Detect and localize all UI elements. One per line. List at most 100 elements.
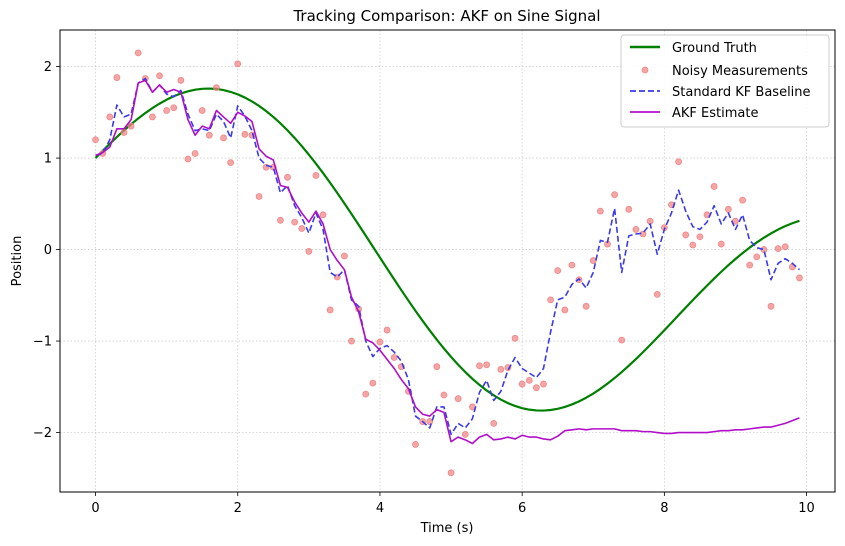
x-tick-label: 10 xyxy=(798,501,815,516)
legend-label-akf: AKF Estimate xyxy=(672,106,758,121)
series-layer xyxy=(92,49,803,477)
plot-frame xyxy=(59,29,836,493)
x-tick-label: 8 xyxy=(660,501,668,516)
akf-estimate-line xyxy=(95,79,800,445)
scatter-point xyxy=(92,136,99,144)
series-standard-kf-baseline xyxy=(95,77,800,436)
scatter-point xyxy=(746,261,754,269)
scatter-point xyxy=(277,216,284,224)
scatter-point xyxy=(461,430,469,438)
x-tick-label: 6 xyxy=(518,501,526,516)
scatter-point xyxy=(305,247,313,255)
scatter-point xyxy=(127,122,135,130)
scatter-point xyxy=(326,306,334,314)
legend-label-standard-kf: Standard KF Baseline xyxy=(672,85,811,100)
scatter-point xyxy=(753,253,761,261)
scatter-point xyxy=(255,193,263,200)
legend: Ground Truth Noisy Measurements Standard… xyxy=(620,34,830,128)
scatter-point xyxy=(739,196,746,204)
scatter-point xyxy=(298,225,306,232)
scatter-point xyxy=(340,252,348,260)
scatter-point xyxy=(554,267,562,275)
scatter-point xyxy=(284,173,291,181)
scatter-point xyxy=(369,379,377,387)
series-akf-estimate xyxy=(95,79,800,445)
scatter-point xyxy=(476,362,483,370)
scatter-point xyxy=(561,306,569,314)
scatter-point xyxy=(796,274,803,282)
scatter-point xyxy=(234,60,242,68)
scatter-point xyxy=(589,257,597,264)
scatter-point xyxy=(682,231,690,239)
chart-title: Tracking Comparison: AKF on Sine Signal xyxy=(292,7,600,25)
scatter-point xyxy=(433,363,441,371)
y-tick-label: 1 xyxy=(44,152,52,167)
x-tick-label: 4 xyxy=(376,501,384,516)
scatter-point xyxy=(625,205,633,213)
scatter-point xyxy=(447,469,455,477)
scatter-point xyxy=(675,158,682,166)
scatter-point xyxy=(376,338,384,346)
scatter-point xyxy=(525,376,533,384)
scatter-point xyxy=(618,336,626,344)
y-tick-label: 2 xyxy=(44,60,52,75)
x-tick-label: 2 xyxy=(234,501,242,516)
scatter-point xyxy=(596,207,604,215)
scatter-point xyxy=(540,380,547,388)
scatter-point xyxy=(767,302,775,310)
legend-box xyxy=(620,34,830,128)
scatter-point xyxy=(390,354,398,361)
x-tick-label: 0 xyxy=(91,501,99,516)
scatter-point xyxy=(184,155,192,163)
scatter-point xyxy=(227,159,235,167)
legend-label-ground-truth: Ground Truth xyxy=(672,41,757,56)
scatter-point xyxy=(497,366,505,373)
scatter-point xyxy=(170,104,178,112)
scatter-point xyxy=(205,131,213,139)
scatter-point xyxy=(213,84,220,92)
scatter-point xyxy=(220,134,227,142)
ground-truth-line xyxy=(94,87,800,412)
scatter-point xyxy=(319,211,327,219)
scatter-point xyxy=(710,183,718,190)
scatter-point xyxy=(149,113,156,121)
legend-swatch-noisy-measurements xyxy=(641,66,649,74)
scatter-point xyxy=(483,361,491,369)
scatter-point xyxy=(440,391,448,399)
scatter-point xyxy=(653,290,661,298)
scatter-point xyxy=(362,390,370,398)
scatter-point xyxy=(412,441,419,448)
scatter-point xyxy=(156,72,163,80)
scatter-point xyxy=(113,74,121,81)
series-ground-truth xyxy=(94,87,800,412)
x-axis-title: Time (s) xyxy=(420,521,474,536)
scatter-point xyxy=(454,395,462,403)
scatter-point xyxy=(696,233,704,241)
scatter-point xyxy=(511,334,519,342)
scatter-point xyxy=(724,205,732,213)
scatter-point xyxy=(120,129,128,136)
scatter-point xyxy=(383,326,391,334)
scatter-point xyxy=(241,130,249,138)
scatter-point xyxy=(518,380,526,388)
y-tick-label: −2 xyxy=(33,426,52,441)
scatter-point xyxy=(717,240,725,248)
scatter-point xyxy=(774,245,782,253)
scatter-point xyxy=(568,261,576,269)
scatter-point xyxy=(291,218,299,226)
scatter-point xyxy=(134,49,142,57)
scatter-point xyxy=(689,241,697,249)
scatter-point xyxy=(547,296,554,304)
legend-label-noisy-measurements: Noisy Measurements xyxy=(672,64,808,79)
scatter-point xyxy=(106,113,114,121)
scatter-point xyxy=(781,243,789,251)
standard-kf-baseline-line xyxy=(95,77,800,436)
ticks: 0 2 4 6 8 10 −2 −1 0 1 2 xyxy=(33,60,815,516)
scatter-point xyxy=(163,107,171,114)
scatter-point xyxy=(348,337,355,345)
scatter-point xyxy=(632,226,640,233)
scatter-point xyxy=(426,418,434,425)
scatter-point xyxy=(191,150,199,157)
scatter-point xyxy=(198,107,206,114)
